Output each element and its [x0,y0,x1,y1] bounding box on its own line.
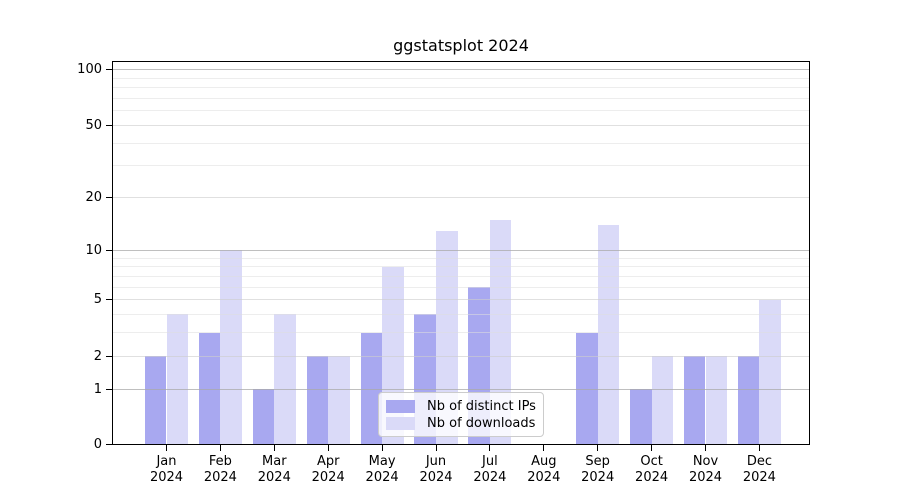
legend-label-distinct-ips: Nb of distinct IPs [427,398,536,414]
x-axis-tick-label: Dec 2024 [742,453,776,485]
y-axis-tick [106,69,112,71]
y-axis-tick-label: 1 [93,381,102,397]
legend-entry-distinct-ips: Nb of distinct IPs [386,398,536,414]
x-axis-tick-label: Apr 2024 [311,453,345,485]
chart-title: ggstatsplot 2024 [393,36,529,55]
x-axis-tick-label: Jul 2024 [473,453,507,485]
x-axis-tick [651,444,653,451]
x-axis-tick [435,444,437,451]
x-axis-tick-label: Jun 2024 [419,453,453,485]
x-axis-tick [381,444,383,451]
y-axis-tick-label: 50 [85,117,102,133]
x-axis-tick-label: Sep 2024 [581,453,615,485]
x-axis-tick-label: May 2024 [365,453,399,485]
x-axis-tick [219,444,221,451]
x-axis-tick-label: Jan 2024 [149,453,184,485]
y-axis-tick-label: 10 [85,242,102,258]
y-axis-tick [106,249,112,251]
x-axis-tick [705,444,706,451]
y-axis-tick [106,197,112,199]
x-axis-tick [543,444,545,451]
legend-entry-downloads: Nb of downloads [386,415,536,431]
y-axis-tick [106,388,112,390]
plot-area [112,61,810,445]
legend-swatch-downloads [386,416,415,430]
y-axis-tick-label: 2 [93,348,102,364]
y-axis-tick [106,124,112,126]
x-axis-tick [166,444,167,451]
y-axis-tick-label: 5 [93,292,102,308]
x-axis-tick [327,444,329,451]
x-axis-tick-label: Aug 2024 [527,453,561,485]
x-axis-tick [489,444,491,451]
legend-label-downloads: Nb of downloads [427,415,536,431]
x-axis-tick-label: Nov 2024 [688,453,723,485]
x-axis-tick [597,444,599,451]
y-axis-tick [106,355,112,357]
legend: Nb of distinct IPs Nb of downloads [378,392,544,437]
x-axis-tick-label: Oct 2024 [635,453,669,485]
x-axis-tick [758,444,760,451]
x-axis-tick-label: Mar 2024 [257,453,291,485]
x-axis-tick [273,444,275,451]
y-axis-tick-label: 20 [85,190,102,206]
y-axis-tick [106,444,112,445]
y-axis-tick [106,299,112,301]
y-axis-tick-label: 100 [77,62,102,78]
x-axis-tick-label: Feb 2024 [203,453,237,485]
legend-swatch-distinct-ips [386,399,415,413]
y-axis-tick-label: 0 [93,437,102,452]
